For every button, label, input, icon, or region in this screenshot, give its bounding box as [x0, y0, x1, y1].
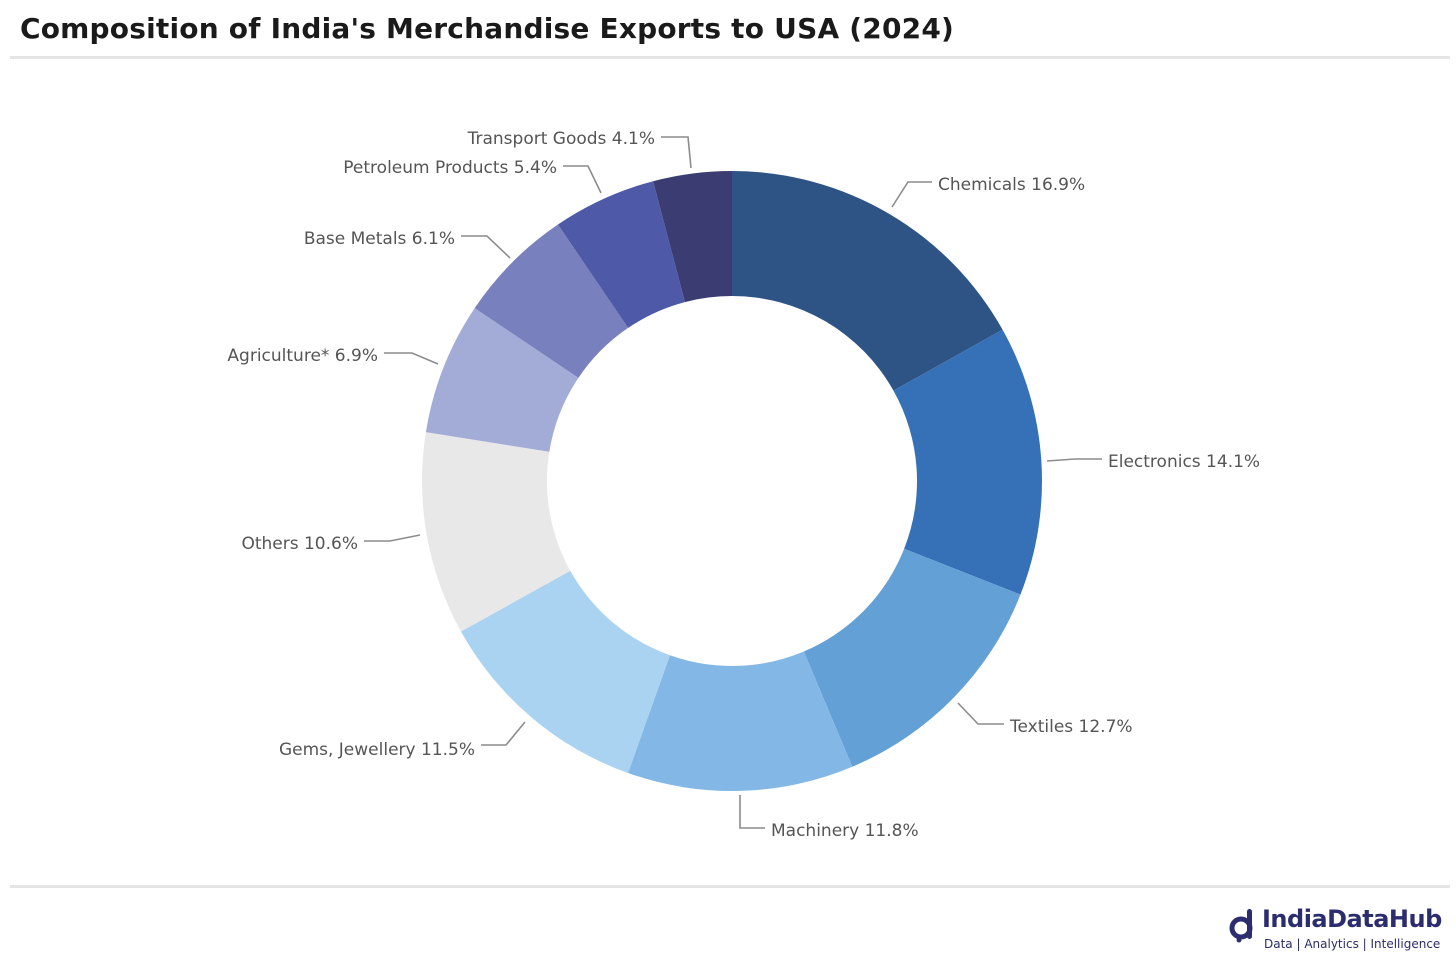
slice-machinery	[628, 651, 853, 792]
leader-line-textiles	[957, 702, 1004, 725]
leader-line-others	[364, 534, 421, 542]
footer-divider	[10, 885, 1450, 888]
slice-label-others: Others 10.6%	[241, 534, 358, 554]
slice-transport-goods	[653, 171, 732, 303]
slice-electronics	[893, 329, 1042, 595]
slice-label-base-metals: Base Metals 6.1%	[304, 229, 455, 249]
slice-label-textiles: Textiles 12.7%	[1009, 717, 1133, 737]
slice-agriculture	[425, 308, 579, 452]
brand-logo: IndiaDataHub Data | Analytics | Intellig…	[1228, 905, 1448, 959]
leader-line-agriculture	[384, 352, 439, 365]
title-divider	[10, 56, 1450, 59]
slice-petroleum-products	[557, 181, 685, 328]
slice-label-machinery: Machinery 11.8%	[771, 821, 919, 841]
leader-line-chemicals	[891, 181, 932, 208]
leader-line-transport-goods	[661, 136, 692, 169]
slice-label-transport-goods: Transport Goods 4.1%	[467, 129, 655, 149]
logo-name: IndiaDataHub	[1262, 905, 1442, 933]
slice-label-agriculture: Agriculture* 6.9%	[227, 346, 378, 366]
leader-line-electronics	[1046, 458, 1102, 462]
logo-tagline: Data | Analytics | Intelligence	[1264, 937, 1441, 951]
slice-label-petroleum-products: Petroleum Products 5.4%	[343, 158, 557, 178]
leader-line-base-metals	[461, 235, 511, 259]
chart-title: Composition of India's Merchandise Expor…	[20, 12, 954, 45]
slice-label-gems-jewellery: Gems, Jewellery 11.5%	[279, 740, 475, 760]
slice-label-electronics: Electronics 14.1%	[1108, 452, 1260, 472]
slice-others	[422, 432, 571, 632]
leader-line-machinery	[739, 795, 765, 829]
slice-chemicals	[732, 171, 1003, 391]
leader-line-petroleum-products	[563, 165, 602, 194]
leader-line-gems-jewellery	[481, 721, 526, 746]
slice-label-chemicals: Chemicals 16.9%	[938, 175, 1085, 195]
slice-base-metals	[474, 224, 629, 378]
logo-icon	[1229, 909, 1253, 943]
slice-textiles	[803, 548, 1021, 767]
slice-gems-jewellery	[460, 570, 670, 774]
